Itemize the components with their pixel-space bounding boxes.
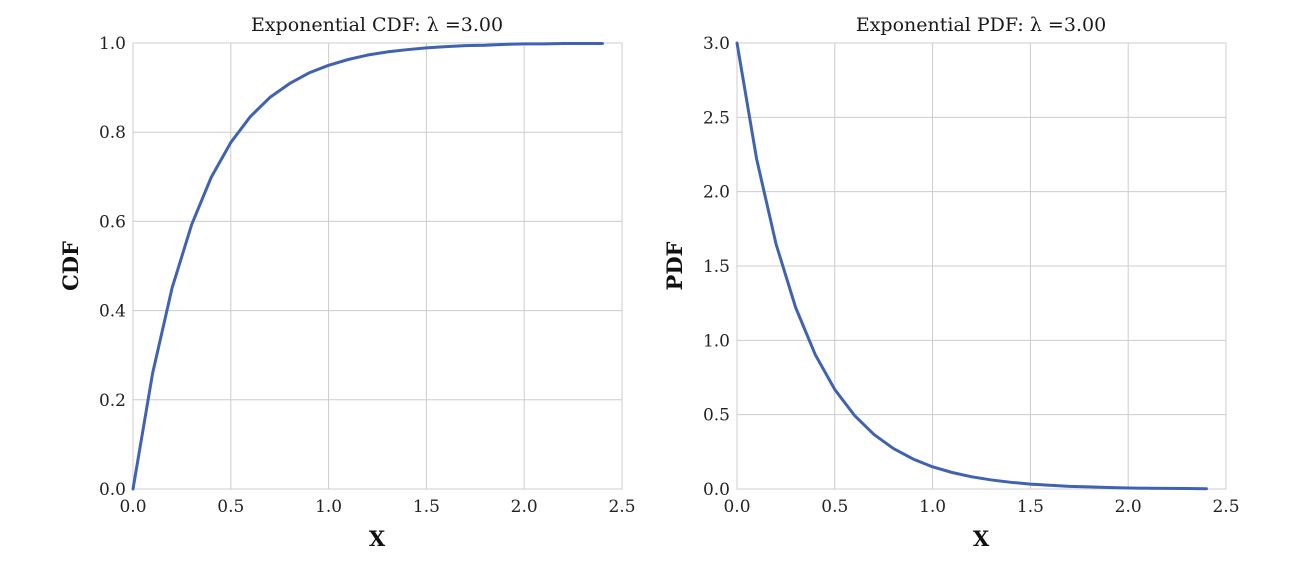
pdf-data-point-7 [872,433,875,436]
cdf-data-point-11 [347,58,350,61]
cdf-data-point-8 [288,82,291,85]
pdf-data-point-9 [912,457,915,460]
pdf-data-point-5 [833,388,836,391]
cdf-data-point-22 [562,42,565,45]
pdf-y-tick-label-0-0: 0.0 [703,480,730,500]
pdf-x-tick-label-2-5: 2.5 [1212,497,1239,517]
pdf-data-point-0 [736,42,739,45]
pdf-x-tick-label-2-0: 2.0 [1115,497,1142,517]
cdf-x-tick-label-1-5: 1.5 [413,497,440,517]
cdf-data-point-19 [503,43,506,46]
cdf-series [131,41,604,491]
pdf-x-tick-label-0-0: 0.0 [723,497,750,517]
pdf-data-point-11 [951,471,954,474]
cdf-data-point-3 [190,223,193,226]
pdf-x-tick-label-1-0: 1.0 [919,497,946,517]
cdf-y-tick-label-0-2: 0.2 [99,391,126,411]
pdf-x-tick-label-1-5: 1.5 [1017,497,1044,517]
pdf-data-point-15 [1029,483,1032,486]
cdf-data-point-13 [386,50,389,53]
cdf-x-tick-label-1-0: 1.0 [315,497,342,517]
pdf-y-tick-label-2-0: 2.0 [703,183,730,203]
cdf-data-point-24 [601,42,604,45]
cdf-x-tick-label-2-0: 2.0 [511,497,538,517]
pdf-data-point-8 [892,447,895,450]
pdf-x-axis-label: X [973,526,990,551]
cdf-x-axis-label: X [369,526,386,551]
cdf-data-point-6 [249,115,252,118]
cdf-y-tick-label-0-4: 0.4 [99,302,126,322]
cdf-data-point-17 [464,44,467,47]
pdf-data-point-2 [775,243,778,246]
pdf-data-point-17 [1068,485,1071,488]
pdf-series [735,41,1208,491]
cdf-data-point-5 [229,141,232,144]
pdf-data-point-21 [1146,487,1149,490]
cdf-chart: 0.0 0.5 1.0 1.5 2.0 2.5 0.0 0.2 0.4 0.6 0.8 1.0 Ex… [58,14,636,551]
pdf-plot-frame [736,42,1227,490]
cdf-data-point-0 [132,488,135,491]
cdf-x-ticks: 0.0 0.5 1.0 1.5 2.0 2.5 [119,497,635,517]
cdf-x-tick-label-0-0: 0.0 [119,497,146,517]
pdf-series-line-0 [735,41,1208,491]
cdf-y-tick-label-1-0: 1.0 [99,34,126,54]
pdf-data-point-6 [853,414,856,417]
cdf-data-point-7 [268,96,271,99]
cdf-series-line-0 [131,41,604,491]
cdf-data-point-2 [171,286,174,289]
cdf-data-point-18 [484,44,487,47]
pdf-data-point-24 [1205,487,1208,490]
cdf-data-point-21 [542,42,545,45]
cdf-chart-title: Exponential CDF: λ =3.00 [251,14,503,36]
pdf-y-ticks: 0.0 0.5 1.0 1.5 2.0 2.5 3.0 [703,34,730,500]
pdf-data-point-13 [990,478,993,481]
pdf-y-tick-label-1-5: 1.5 [703,257,730,277]
pdf-y-tick-label-2-5: 2.5 [703,108,730,128]
pdf-data-point-1 [755,157,758,160]
cdf-data-point-9 [308,71,311,74]
pdf-y-tick-label-3-0: 3.0 [703,34,730,54]
pdf-x-tick-label-0-5: 0.5 [821,497,848,517]
pdf-data-point-22 [1166,487,1169,490]
pdf-data-point-16 [1048,484,1051,487]
cdf-x-tick-label-2-5: 2.5 [608,497,635,517]
pdf-y-tick-label-1-0: 1.0 [703,331,730,351]
pdf-y-axis-label: PDF [662,241,687,290]
cdf-data-point-12 [366,54,369,57]
cdf-y-tick-label-0-0: 0.0 [99,480,126,500]
pdf-y-tick-label-0-5: 0.5 [703,406,730,426]
pdf-data-point-23 [1185,487,1188,490]
pdf-data-point-12 [970,475,973,478]
pdf-data-point-19 [1107,486,1110,489]
pdf-chart-title: Exponential PDF: λ =3.00 [856,14,1106,36]
cdf-data-point-15 [425,46,428,49]
cdf-plot-area [133,43,622,489]
pdf-data-point-3 [794,306,797,309]
cdf-data-point-14 [405,48,408,51]
cdf-data-point-23 [581,42,584,45]
cdf-data-point-1 [151,372,154,375]
cdf-y-tick-label-0-6: 0.6 [99,212,126,232]
cdf-data-point-4 [210,176,213,179]
pdf-data-point-4 [814,353,817,356]
cdf-data-point-20 [523,42,526,45]
cdf-data-point-16 [444,45,447,48]
cdf-y-ticks: 0.0 0.2 0.4 0.6 0.8 1.0 [99,34,126,500]
cdf-x-tick-label-0-5: 0.5 [217,497,244,517]
pdf-chart: 0.0 0.5 1.0 1.5 2.0 2.5 0.0 0.5 1.0 1.5 2.0 2.5 3.0… [662,14,1240,551]
cdf-plot-frame [132,42,623,490]
cdf-data-point-10 [327,64,330,67]
cdf-y-tick-label-0-8: 0.8 [99,123,126,143]
pdf-data-point-20 [1127,486,1130,489]
pdf-data-point-10 [931,465,934,468]
cdf-y-axis-label: CDF [58,241,83,291]
pdf-x-ticks: 0.0 0.5 1.0 1.5 2.0 2.5 [723,497,1239,517]
pdf-data-point-18 [1088,485,1091,488]
pdf-data-point-14 [1009,481,1012,484]
